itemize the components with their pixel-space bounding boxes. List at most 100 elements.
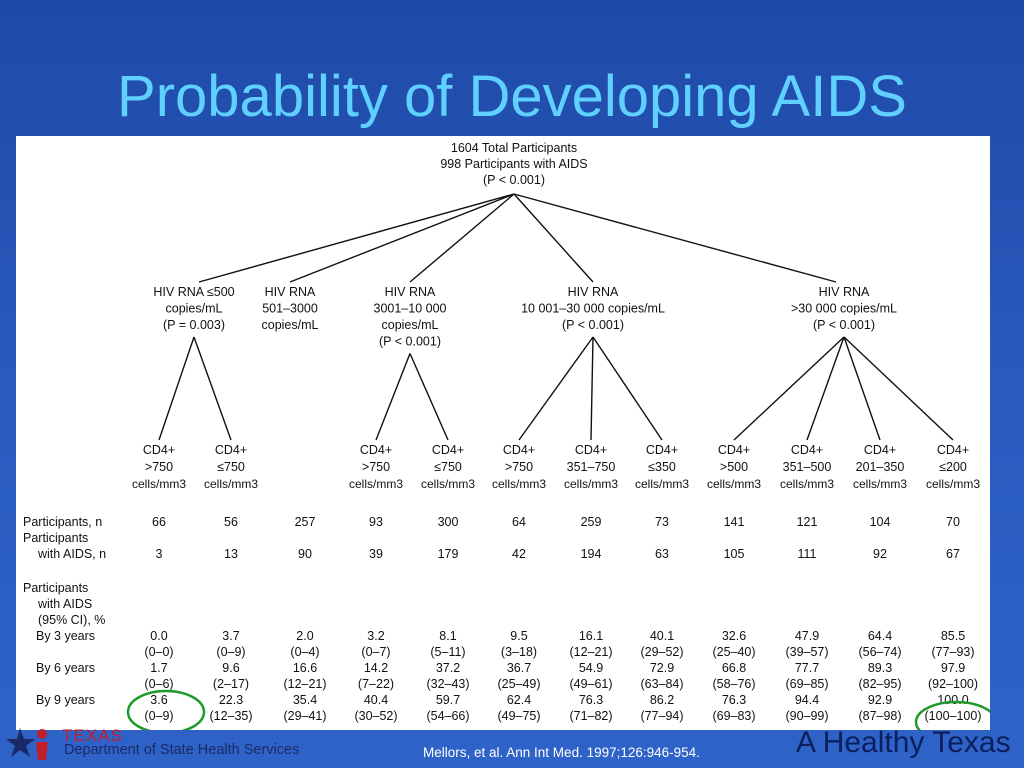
texas-star-icon bbox=[6, 728, 48, 760]
group-node-line: copies/mL bbox=[382, 318, 439, 332]
group-node-line: >30 000 copies/mL bbox=[791, 302, 897, 316]
pct-6-years: 36.7 bbox=[507, 661, 531, 675]
group-node-line: 10 001–30 000 copies/mL bbox=[521, 302, 665, 316]
aids-count: 194 bbox=[581, 547, 602, 561]
ci-9-years: (77–94) bbox=[640, 709, 683, 723]
group-node-line: HIV RNA bbox=[265, 285, 316, 299]
root-branch-line bbox=[513, 193, 837, 283]
cd4-leaf-label: ≤750 bbox=[434, 460, 462, 474]
pct-9-years: 59.7 bbox=[436, 693, 460, 707]
root-node-line: 998 Participants with AIDS bbox=[440, 157, 587, 171]
cd4-leaf-label: cells/mm3 bbox=[926, 477, 980, 491]
ci-3-years: (56–74) bbox=[858, 645, 901, 659]
pct-6-years: 9.6 bbox=[222, 661, 239, 675]
pct-6-years: 1.7 bbox=[150, 661, 167, 675]
ci-6-years: (69–85) bbox=[785, 677, 828, 691]
ci-6-years: (12–21) bbox=[283, 677, 326, 691]
pct-6-years: 72.9 bbox=[650, 661, 674, 675]
ci-9-years: (69–83) bbox=[712, 709, 755, 723]
pct-6-years: 54.9 bbox=[579, 661, 603, 675]
pct-6-years: 97.9 bbox=[941, 661, 965, 675]
cd4-leaf-label: CD4+ bbox=[864, 443, 896, 457]
cd4-leaf-label: ≤350 bbox=[648, 460, 676, 474]
group-node-line: (P < 0.001) bbox=[813, 318, 875, 332]
row-label-pct: Participants bbox=[23, 581, 88, 595]
cd4-leaf-label: cells/mm3 bbox=[635, 477, 689, 491]
logo-word: TEXAS bbox=[62, 726, 123, 745]
aids-count: 42 bbox=[512, 547, 526, 561]
participants-count: 257 bbox=[295, 515, 316, 529]
ci-9-years: (12–35) bbox=[209, 709, 252, 723]
pct-3-years: 47.9 bbox=[795, 629, 819, 643]
pct-9-years: 76.3 bbox=[722, 693, 746, 707]
ci-6-years: (58–76) bbox=[712, 677, 755, 691]
ci-3-years: (25–40) bbox=[712, 645, 755, 659]
leaf-branch-line bbox=[592, 336, 663, 441]
ci-9-years: (71–82) bbox=[569, 709, 612, 723]
leaf-branch-line bbox=[193, 336, 232, 441]
ci-3-years: (29–52) bbox=[640, 645, 683, 659]
dshs-logo: TEXAS Department of State Health Service… bbox=[6, 722, 306, 768]
leaf-branch-line bbox=[806, 336, 845, 441]
cd4-leaf-label: CD4+ bbox=[791, 443, 823, 457]
group-node-line: HIV RNA ≤500 bbox=[153, 285, 234, 299]
ci-9-years: (0–9) bbox=[144, 709, 173, 723]
pct-3-years: 32.6 bbox=[722, 629, 746, 643]
row-label-pct: (95% CI), % bbox=[38, 613, 105, 627]
row-label-9-years: By 9 years bbox=[36, 693, 95, 707]
pct-6-years: 16.6 bbox=[293, 661, 317, 675]
pct-6-years: 77.7 bbox=[795, 661, 819, 675]
group-node-line: copies/mL bbox=[166, 302, 223, 316]
pct-3-years: 8.1 bbox=[439, 629, 456, 643]
pct-9-years: 86.2 bbox=[650, 693, 674, 707]
pct-9-years: 35.4 bbox=[293, 693, 317, 707]
ci-3-years: (0–7) bbox=[361, 645, 390, 659]
pct-9-years: 76.3 bbox=[579, 693, 603, 707]
cd4-leaf-label: cells/mm3 bbox=[132, 477, 186, 491]
participants-count: 64 bbox=[512, 515, 526, 529]
pct-6-years: 37.2 bbox=[436, 661, 460, 675]
root-node-line: (P < 0.001) bbox=[483, 173, 545, 187]
pct-3-years: 2.0 bbox=[296, 629, 313, 643]
cd4-leaf-label: CD4+ bbox=[646, 443, 678, 457]
ci-3-years: (0–0) bbox=[144, 645, 173, 659]
tree-diagram: 1604 Total Participants 998 Participants … bbox=[23, 141, 998, 744]
healthy-texas-brand: A Healthy Texas bbox=[796, 726, 1011, 759]
cd4-leaf-label: cells/mm3 bbox=[349, 477, 403, 491]
participants-count: 259 bbox=[581, 515, 602, 529]
group-node-line: 3001–10 000 bbox=[374, 302, 447, 316]
ci-3-years: (39–57) bbox=[785, 645, 828, 659]
aids-count: 105 bbox=[724, 547, 745, 561]
cd4-leaf-label: cells/mm3 bbox=[707, 477, 761, 491]
pct-3-years: 16.1 bbox=[579, 629, 603, 643]
ci-9-years: (54–66) bbox=[426, 709, 469, 723]
pct-3-years: 0.0 bbox=[150, 629, 167, 643]
pct-9-years: 100.0 bbox=[937, 693, 968, 707]
ci-9-years: (29–41) bbox=[283, 709, 326, 723]
aids-count: 90 bbox=[298, 547, 312, 561]
row-label-3-years: By 3 years bbox=[36, 629, 95, 643]
cd4-leaf-label: cells/mm3 bbox=[421, 477, 475, 491]
pct-9-years: 62.4 bbox=[507, 693, 531, 707]
aids-count: 13 bbox=[224, 547, 238, 561]
leaf-branch-line bbox=[375, 353, 411, 441]
aids-count: 179 bbox=[438, 547, 459, 561]
row-label-pct: with AIDS bbox=[37, 597, 92, 611]
pct-9-years: 94.4 bbox=[795, 693, 819, 707]
ci-6-years: (2–17) bbox=[213, 677, 249, 691]
participants-count: 66 bbox=[152, 515, 166, 529]
root-node-line: 1604 Total Participants bbox=[451, 141, 577, 155]
leaf-branch-line bbox=[733, 336, 845, 441]
root-branch-line bbox=[409, 193, 515, 283]
participants-count: 300 bbox=[438, 515, 459, 529]
root-branch-line bbox=[289, 193, 515, 283]
cd4-leaf-label: ≤750 bbox=[217, 460, 245, 474]
ci-3-years: (3–18) bbox=[501, 645, 537, 659]
aids-count: 111 bbox=[797, 547, 816, 561]
pct-3-years: 40.1 bbox=[650, 629, 674, 643]
pct-9-years: 40.4 bbox=[364, 693, 388, 707]
cd4-leaf-label: cells/mm3 bbox=[204, 477, 258, 491]
pct-6-years: 89.3 bbox=[868, 661, 892, 675]
ci-6-years: (92–100) bbox=[928, 677, 978, 691]
pct-6-years: 66.8 bbox=[722, 661, 746, 675]
